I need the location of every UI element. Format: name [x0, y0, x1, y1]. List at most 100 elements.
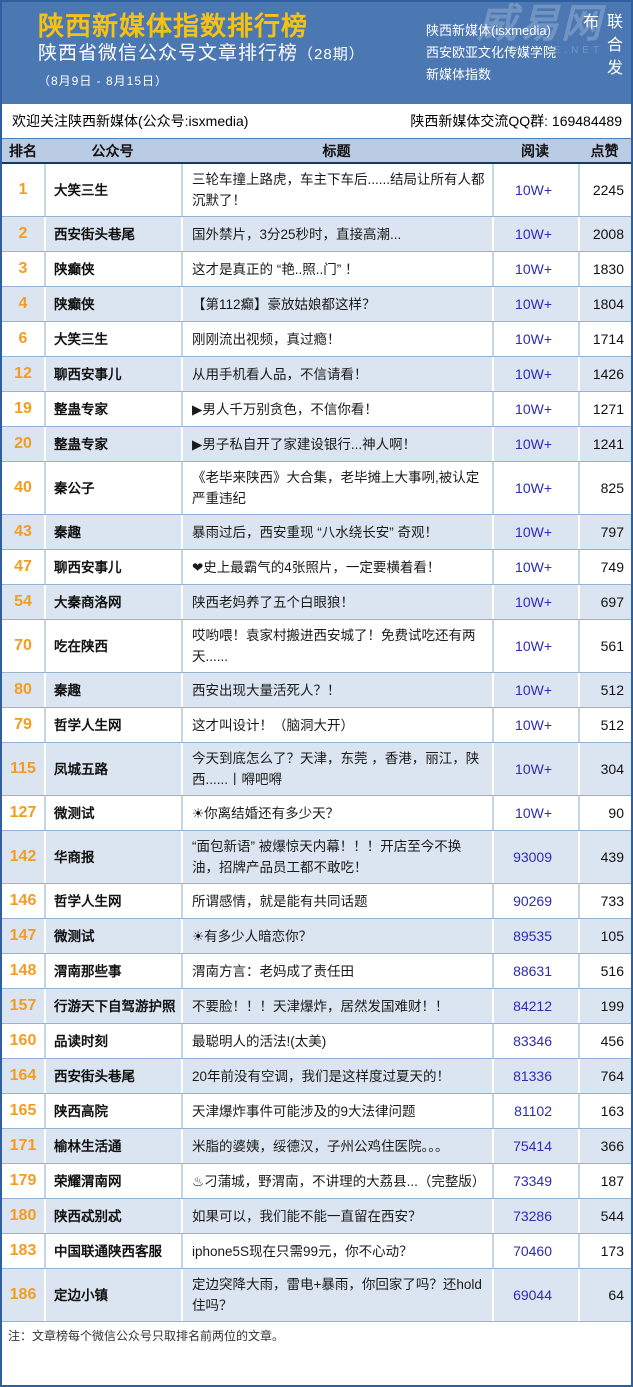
reads-cell: 10W+: [492, 252, 578, 286]
table-row: 183 中国联通陕西客服 iphone5S现在只需99元，你不心动？ 70460…: [2, 1234, 631, 1269]
account-cell: 微测试: [44, 796, 181, 830]
title-cell: 所谓感情，就是能有共同话题: [181, 884, 492, 918]
likes-cell: 64: [578, 1269, 631, 1321]
title-cell: 三轮车撞上路虎，车主下车后......结局让所有人都沉默了！: [181, 164, 492, 216]
table-row: 79 哲学人生网 这才叫设计！（脑洞大开） 10W+ 512: [2, 708, 631, 743]
table-row: 180 陕西忒别忒 如果可以，我们能不能一直留在西安？ 73286 544: [2, 1199, 631, 1234]
title-cell: 如果可以，我们能不能一直留在西安？: [181, 1199, 492, 1233]
table-header-row: 排名 公众号 标题 阅读 点赞: [2, 138, 631, 164]
rank-cell: 1: [18, 181, 28, 198]
likes-cell: 1426: [578, 357, 631, 391]
table-row: 164 西安街头巷尾 20年前没有空调，我们是这样度过夏天的！ 81336 76…: [2, 1059, 631, 1094]
reads-cell: 10W+: [492, 462, 578, 514]
table-row: 165 陕西高院 天津爆炸事件可能涉及的9大法律问题 81102 163: [2, 1094, 631, 1129]
reads-cell: 10W+: [492, 620, 578, 672]
header-left: 陕西新媒体指数排行榜 陕西省微信公众号文章排行榜（28期） （8月9日 - 8月…: [2, 2, 631, 91]
title-cell: 哎哟喂！袁家村搬进西安城了！免费试吃还有两天......: [181, 620, 492, 672]
publisher-list: 陕西新媒体(isxmedia) 西安欧亚文化传媒学院 新媒体指数: [426, 20, 556, 86]
table-row: 160 品读时刻 最聪明人的活法!(太美) 83346 456: [2, 1024, 631, 1059]
account-cell: 秦趣: [44, 673, 181, 707]
likes-cell: 733: [578, 884, 631, 918]
title-cell: 米脂的婆姨，绥德汉，子州公鸡住医院。。。: [181, 1129, 492, 1163]
table-row: 186 定边小镇 定边突降大雨，雷电+暴雨，你回家了吗？还hold住吗？ 690…: [2, 1269, 631, 1322]
table-row: 148 渭南那些事 渭南方言：老妈成了责任田 88631 516: [2, 954, 631, 989]
likes-cell: 1714: [578, 322, 631, 356]
title-cell: 暴雨过后，西安重现 “八水绕长安” 奇观！: [181, 515, 492, 549]
title-cell: 定边突降大雨，雷电+暴雨，你回家了吗？还hold住吗？: [181, 1269, 492, 1321]
table-row: 142 华商报 “面包新语” 被爆惊天内幕！！！开店至今不换油，招牌产品员工都不…: [2, 831, 631, 884]
title-cell: 《老毕来陕西》大合集，老毕摊上大事咧,被认定严重违纪: [181, 462, 492, 514]
likes-cell: 1804: [578, 287, 631, 321]
likes-cell: 187: [578, 1164, 631, 1198]
account-cell: 中国联通陕西客服: [44, 1234, 181, 1268]
account-cell: 凤城五路: [44, 743, 181, 795]
rank-cell: 183: [9, 1242, 37, 1259]
account-cell: 聊西安事儿: [44, 357, 181, 391]
account-cell: 陕西忒别忒: [44, 1199, 181, 1233]
reads-cell: 69044: [492, 1269, 578, 1321]
rank-cell: 70: [14, 637, 32, 654]
rank-cell: 2: [18, 225, 28, 242]
table-row: 54 大秦商洛网 陕西老妈养了五个白眼狼！ 10W+ 697: [2, 585, 631, 620]
account-cell: 哲学人生网: [44, 708, 181, 742]
title-cell: “面包新语” 被爆惊天内幕！！！开店至今不换油，招牌产品员工都不敢吃！: [181, 831, 492, 883]
column-header-reads: 阅读: [521, 142, 549, 159]
account-cell: 秦公子: [44, 462, 181, 514]
reads-cell: 81102: [492, 1094, 578, 1128]
likes-cell: 797: [578, 515, 631, 549]
reads-cell: 10W+: [492, 796, 578, 830]
rank-cell: 19: [14, 400, 32, 417]
rank-cell: 147: [9, 927, 37, 944]
likes-cell: 512: [578, 708, 631, 742]
table-row: 179 荣耀渭南网 ♨刁蒲城，野渭南，不讲理的大荔县...（完整版） 73349…: [2, 1164, 631, 1199]
account-cell: 华商报: [44, 831, 181, 883]
welcome-text: 欢迎关注陕西新媒体(公众号:isxmedia): [12, 113, 249, 129]
reads-cell: 10W+: [492, 164, 578, 216]
account-cell: 聊西安事儿: [44, 550, 181, 584]
rank-cell: 80: [14, 681, 32, 698]
title-cell: 【第112癫】豪放姑娘都这样？: [181, 287, 492, 321]
account-cell: 荣耀渭南网: [44, 1164, 181, 1198]
reads-cell: 10W+: [492, 673, 578, 707]
column-header-title: 标题: [322, 142, 351, 159]
reads-cell: 10W+: [492, 217, 578, 251]
rank-cell: 179: [9, 1172, 37, 1189]
reads-cell: 10W+: [492, 287, 578, 321]
reads-cell: 70460: [492, 1234, 578, 1268]
reads-cell: 90269: [492, 884, 578, 918]
title-cell: ❤史上最霸气的4张照片，一定要横着看！: [181, 550, 492, 584]
publisher-line: 陕西新媒体(isxmedia): [426, 23, 551, 38]
column-header-rank: 排名: [9, 142, 37, 159]
account-cell: 品读时刻: [44, 1024, 181, 1058]
table-body: 1 大笑三生 三轮车撞上路虎，车主下车后......结局让所有人都沉默了！ 10…: [2, 164, 631, 1322]
reads-cell: 10W+: [492, 550, 578, 584]
title-cell: ♨刁蒲城，野渭南，不讲理的大荔县...（完整版）: [181, 1164, 492, 1198]
title-cell: 这才叫设计！（脑洞大开）: [181, 708, 492, 742]
account-cell: 渭南那些事: [44, 954, 181, 988]
rank-cell: 164: [9, 1067, 37, 1084]
reads-cell: 75414: [492, 1129, 578, 1163]
account-cell: 大笑三生: [44, 322, 181, 356]
table-row: 3 陕癫侠 这才是真正的 “艳..照..门” ！ 10W+ 1830: [2, 252, 631, 287]
rank-cell: 12: [14, 365, 32, 382]
qq-group-text: 陕西新媒体交流QQ群: 169484489: [410, 113, 622, 129]
reads-cell: 93009: [492, 831, 578, 883]
likes-cell: 90: [578, 796, 631, 830]
welcome-bar: 欢迎关注陕西新媒体(公众号:isxmedia) 陕西新媒体交流QQ群: 1694…: [2, 104, 631, 138]
reads-cell: 10W+: [492, 357, 578, 391]
reads-cell: 83346: [492, 1024, 578, 1058]
rank-cell: 186: [9, 1286, 37, 1303]
title-cell: 不要脸！！！天津爆炸，居然发国难财！！: [181, 989, 492, 1023]
account-cell: 秦趣: [44, 515, 181, 549]
likes-cell: 199: [578, 989, 631, 1023]
rank-cell: 146: [9, 892, 37, 909]
likes-cell: 1271: [578, 392, 631, 426]
reads-cell: 89535: [492, 919, 578, 953]
rank-cell: 115: [10, 760, 36, 777]
reads-cell: 10W+: [492, 743, 578, 795]
likes-cell: 173: [578, 1234, 631, 1268]
title-cell: ▶男子私自开了家建设银行...神人啊！: [181, 427, 492, 461]
account-cell: 行游天下自驾游护照: [44, 989, 181, 1023]
reads-cell: 10W+: [492, 515, 578, 549]
column-header-likes: 点赞: [590, 142, 619, 159]
